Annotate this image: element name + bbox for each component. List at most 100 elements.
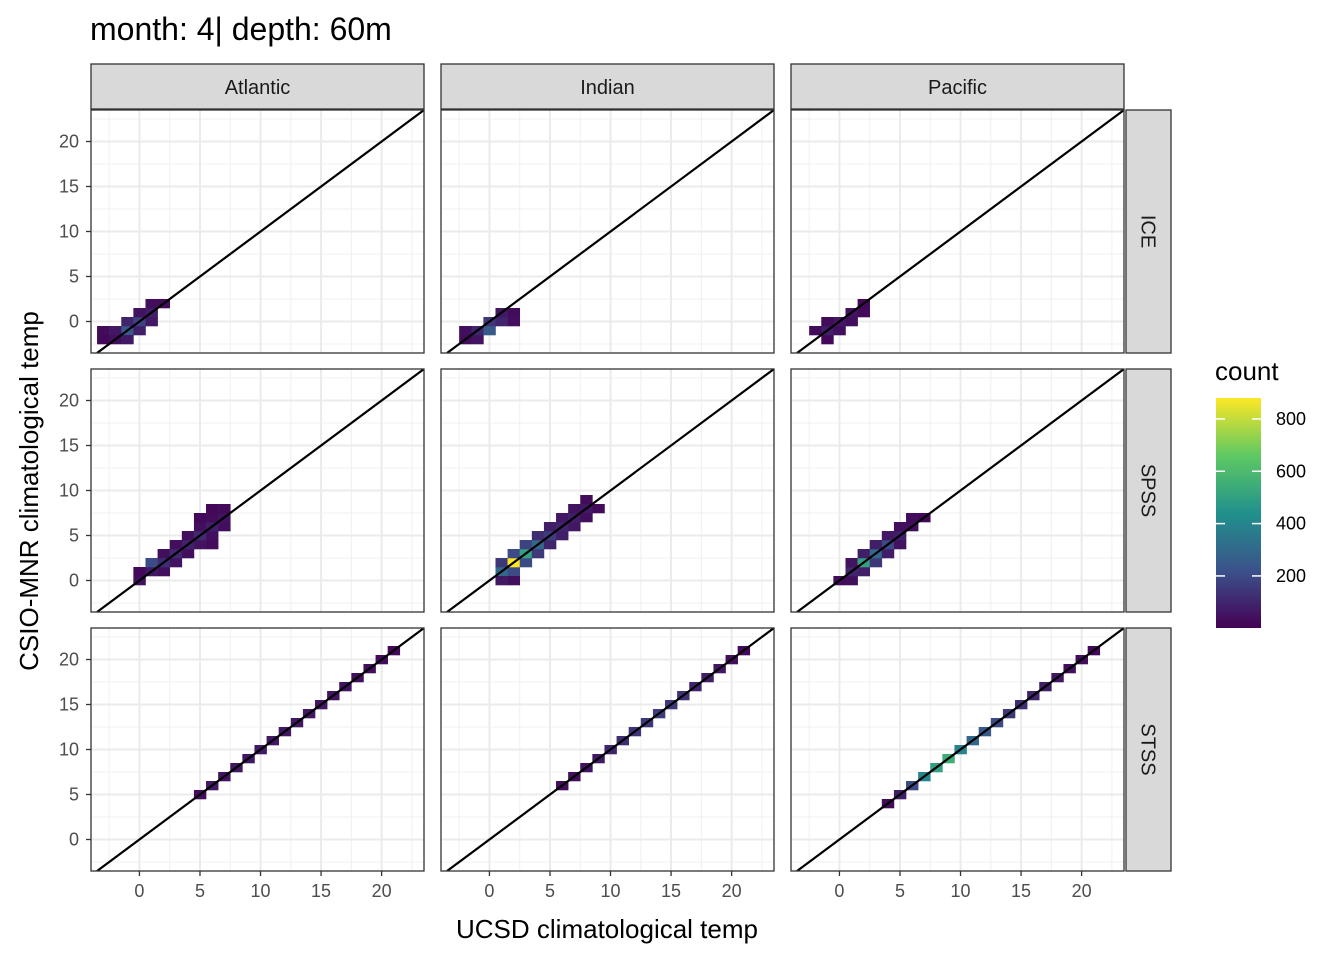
y-tick-label: 20 bbox=[59, 391, 79, 411]
heatmap-cell bbox=[869, 540, 883, 550]
x-tick-label: 0 bbox=[834, 881, 844, 901]
x-axis-title: UCSD climatological temp bbox=[456, 914, 758, 944]
y-tick-label: 20 bbox=[59, 132, 79, 152]
heatmap-cell bbox=[133, 567, 146, 577]
heatmap-cell bbox=[483, 326, 496, 336]
heatmap-cell bbox=[218, 522, 231, 532]
panels-layer: Atlantic Indian Pacific ICE SPSS STSS 0 5 10 15 20… bbox=[59, 63, 1172, 901]
heatmap-cell bbox=[893, 540, 907, 550]
heatmap-cell bbox=[845, 576, 858, 586]
x-tick-label: 15 bbox=[661, 881, 681, 901]
x-tick-label: 5 bbox=[545, 881, 555, 901]
panel-atlantic-ice bbox=[90, 109, 425, 354]
y-tick-label: 15 bbox=[59, 695, 79, 715]
identity-line bbox=[96, 628, 424, 871]
heatmap-cell bbox=[507, 576, 521, 586]
x-tick-label: 15 bbox=[311, 881, 331, 901]
identity-line bbox=[446, 369, 774, 612]
y-tick-label: 0 bbox=[69, 312, 79, 332]
heatmap-cell bbox=[893, 522, 907, 532]
heatmap-cell bbox=[543, 540, 557, 550]
identity-line bbox=[446, 628, 774, 871]
y-tick-label: 20 bbox=[59, 650, 79, 670]
y-axis-title: CSIO-MNR climatological temp bbox=[14, 311, 44, 671]
x-tick-label: 15 bbox=[1011, 881, 1031, 901]
x-tick-label: 20 bbox=[722, 881, 742, 901]
strip-label-stss: STSS bbox=[1137, 723, 1159, 775]
panel-border bbox=[790, 627, 1125, 872]
strip-pacific bbox=[790, 63, 1125, 110]
y-tick-label: 15 bbox=[59, 177, 79, 197]
strip-spss bbox=[1125, 368, 1172, 613]
heatmap-cell bbox=[507, 308, 521, 318]
heatmap-cell bbox=[881, 531, 895, 541]
heatmap-cell bbox=[459, 326, 472, 336]
heatmap-cell bbox=[507, 549, 521, 559]
panel-border bbox=[440, 627, 775, 872]
legend-tick-label: 200 bbox=[1276, 566, 1306, 586]
y-tick-label: 5 bbox=[69, 785, 79, 805]
panel-atlantic-spss bbox=[90, 368, 425, 613]
y-tick-label: 10 bbox=[59, 481, 79, 501]
legend-colorbar bbox=[1216, 398, 1261, 628]
strip-atlantic bbox=[90, 63, 425, 110]
x-tick-label: 10 bbox=[601, 881, 621, 901]
identity-line bbox=[796, 110, 1124, 353]
heatmap-cell bbox=[821, 335, 834, 345]
heatmap-cell bbox=[556, 513, 569, 523]
panel-indian-spss bbox=[440, 368, 775, 613]
heatmap-cell bbox=[193, 522, 207, 532]
heatmap-cell bbox=[495, 576, 508, 586]
heatmap-cell bbox=[471, 335, 484, 345]
panel-atlantic-stss bbox=[90, 627, 425, 872]
heatmap-cell bbox=[133, 308, 146, 318]
panel-pacific-ice bbox=[790, 109, 1125, 354]
heatmap-cell bbox=[97, 335, 110, 345]
heatmap-cell bbox=[169, 558, 183, 568]
strip-label-atlantic: Atlantic bbox=[225, 77, 291, 99]
heatmap-cell bbox=[495, 317, 508, 327]
heatmap-cell bbox=[845, 317, 858, 327]
y-tick-label: 10 bbox=[59, 740, 79, 760]
heatmap-cell bbox=[121, 317, 134, 327]
x-tick-label: 5 bbox=[895, 881, 905, 901]
heatmap-cell bbox=[568, 504, 581, 514]
heatmap-cell bbox=[181, 549, 195, 559]
heatmap-cell bbox=[556, 531, 569, 541]
identity-line bbox=[796, 628, 1124, 871]
y-tick-label: 10 bbox=[59, 222, 79, 242]
legend-title: count bbox=[1215, 356, 1279, 386]
heatmap-cell bbox=[181, 531, 195, 541]
heatmap-cell bbox=[809, 326, 822, 336]
panel-border bbox=[440, 109, 775, 354]
heatmap-cell bbox=[193, 513, 207, 523]
y-tick-label: 5 bbox=[69, 267, 79, 287]
heatmap-cell bbox=[169, 540, 183, 550]
strip-label-pacific: Pacific bbox=[928, 77, 987, 99]
heatmap-cell bbox=[592, 504, 605, 514]
heatmap-cell bbox=[133, 326, 146, 336]
heatmap-cell bbox=[857, 567, 871, 577]
heatmap-cell bbox=[109, 326, 122, 336]
heatmap-cell bbox=[206, 513, 219, 523]
strip-stss bbox=[1125, 627, 1172, 872]
heatmap-cell bbox=[193, 540, 207, 550]
identity-line bbox=[446, 110, 774, 353]
heatmap-cell bbox=[845, 558, 858, 568]
heatmap-cell bbox=[206, 504, 219, 514]
legend-tick-label: 400 bbox=[1276, 514, 1306, 534]
y-tick-label: 5 bbox=[69, 526, 79, 546]
heatmap-cell bbox=[543, 522, 557, 532]
panel-pacific-spss bbox=[790, 368, 1125, 613]
heatmap-cell bbox=[857, 549, 871, 559]
x-tick-label: 10 bbox=[951, 881, 971, 901]
strip-label-indian: Indian bbox=[580, 77, 635, 99]
panel-border bbox=[790, 368, 1125, 613]
heatmap-cell bbox=[881, 549, 895, 559]
heatmap-cell bbox=[857, 308, 871, 318]
x-tick-label: 20 bbox=[372, 881, 392, 901]
panel-indian-stss bbox=[440, 627, 775, 872]
legend-tick-label: 800 bbox=[1276, 409, 1306, 429]
legend: count 200 400 600 800 bbox=[1215, 356, 1306, 628]
heatmap-cell bbox=[121, 335, 134, 345]
